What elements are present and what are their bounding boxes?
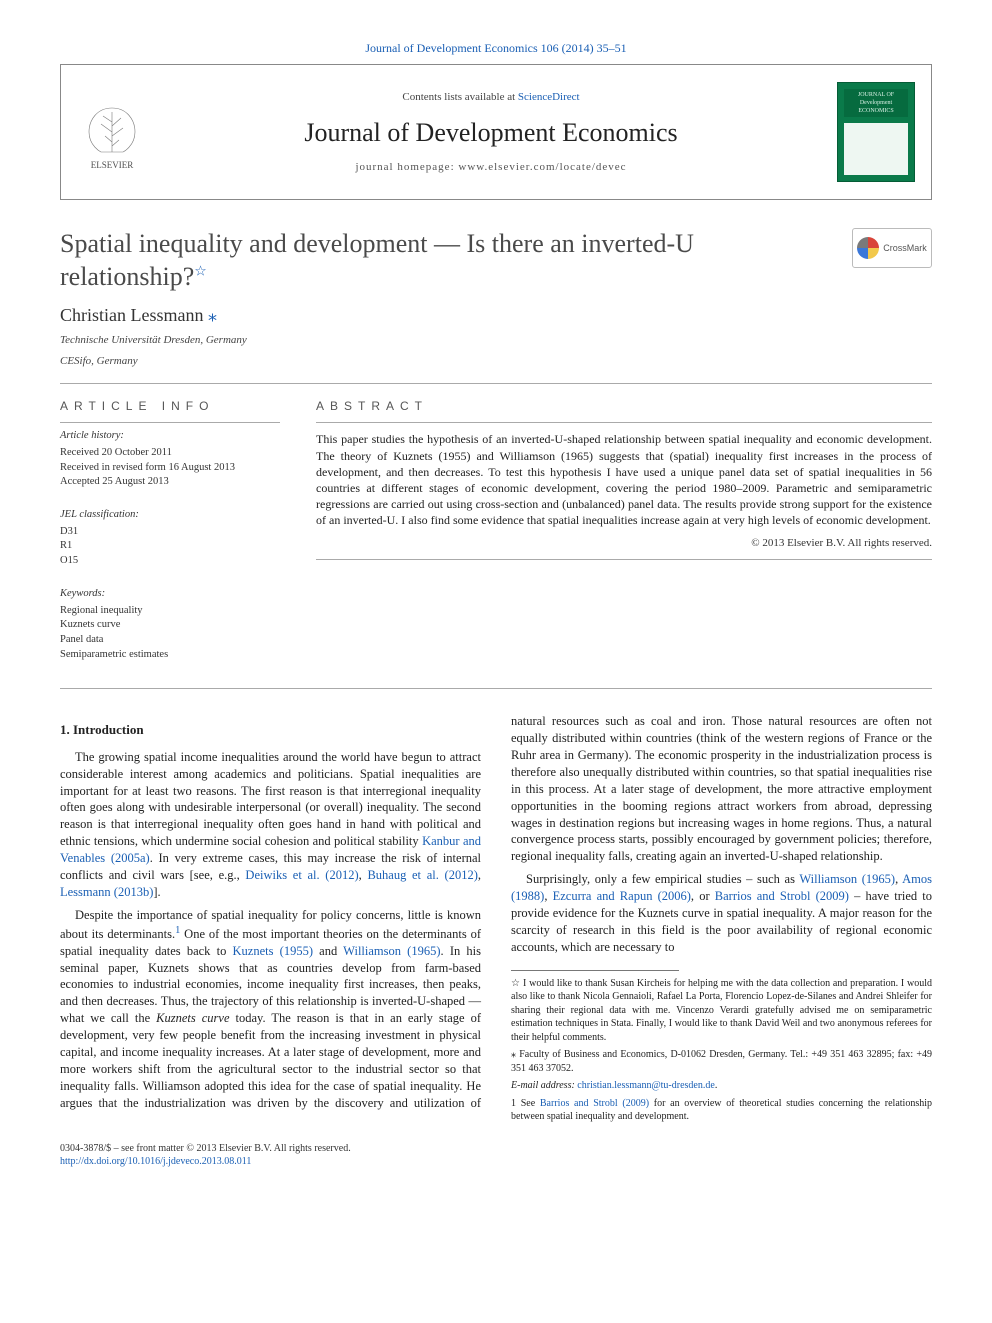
footnote-text: ☆ I would like to thank Susan Kircheis f…	[511, 978, 932, 1043]
svg-text:ELSEVIER: ELSEVIER	[91, 160, 134, 170]
issn-line: 0304-3878/$ – see front matter © 2013 El…	[60, 1142, 932, 1156]
keyword: Kuznets curve	[60, 618, 280, 633]
cover-title: JOURNAL OF Development ECONOMICS	[844, 89, 908, 117]
keywords-block: Keywords: Regional inequality Kuznets cu…	[60, 581, 280, 662]
homepage-url[interactable]: www.elsevier.com/locate/devec	[458, 161, 626, 173]
footnote-corresponding: ⁎ Faculty of Business and Economics, D-0…	[511, 1048, 932, 1075]
citation-link[interactable]: Kuznets (1955)	[233, 944, 313, 958]
article-info-head: ARTICLE INFO	[60, 398, 280, 414]
body-columns: 1. Introduction The growing spatial inco…	[60, 713, 932, 1123]
footnote-star: ☆ I would like to thank Susan Kircheis f…	[511, 977, 932, 1045]
sciencedirect-link[interactable]: ScienceDirect	[518, 91, 580, 103]
footnote-email: E-mail address: christian.lessmann@tu-dr…	[511, 1079, 932, 1093]
history-head: Article history:	[60, 429, 280, 444]
history-received: Received 20 October 2011	[60, 446, 280, 461]
body-text: ,	[544, 889, 552, 903]
email-label: E-mail address:	[511, 1080, 577, 1091]
section-1-heading: 1. Introduction	[60, 721, 481, 739]
crossmark-label: CrossMark	[883, 242, 927, 254]
keyword: Regional inequality	[60, 604, 280, 619]
keywords-head: Keywords:	[60, 587, 280, 602]
body-text: and	[313, 944, 343, 958]
jel-block: JEL classification: D31 R1 O15	[60, 502, 280, 569]
article-history: Article history: Received 20 October 201…	[60, 422, 280, 490]
jel-head: JEL classification:	[60, 508, 280, 523]
body-text: , or	[691, 889, 715, 903]
keyword: Panel data	[60, 633, 280, 648]
citation-link[interactable]: Barrios and Strobl (2009)	[540, 1098, 649, 1109]
crossmark-badge[interactable]: CrossMark	[852, 228, 932, 268]
jel-code: O15	[60, 554, 280, 569]
abstract-head: ABSTRACT	[316, 398, 932, 414]
footnote-1: 1 See Barrios and Strobl (2009) for an o…	[511, 1097, 932, 1124]
journal-masthead: ELSEVIER ELSEVIER Contents lists availab…	[60, 64, 932, 200]
citation-link[interactable]: Deiwiks et al. (2012)	[245, 868, 358, 882]
body-text: Surprisingly, only a few empirical studi…	[526, 872, 799, 886]
rule-mid	[60, 688, 932, 689]
email-link[interactable]: christian.lessmann@tu-dresden.de	[577, 1080, 715, 1091]
body-paragraph: Surprisingly, only a few empirical studi…	[511, 871, 932, 955]
abstract-copyright: © 2013 Elsevier B.V. All rights reserved…	[316, 536, 932, 551]
paper-title: Spatial inequality and development — Is …	[60, 228, 832, 293]
crossmark-icon	[857, 237, 879, 259]
citation-link[interactable]: Ezcurra and Rapun (2006)	[553, 889, 691, 903]
abstract-rule	[316, 422, 932, 423]
body-text: ].	[153, 885, 160, 899]
body-em: Kuznets curve	[156, 1011, 229, 1025]
keyword: Semiparametric estimates	[60, 648, 280, 663]
contents-line: Contents lists available at ScienceDirec…	[157, 90, 825, 105]
jel-code: R1	[60, 539, 280, 554]
doi-link[interactable]: http://dx.doi.org/10.1016/j.jdeveco.2013…	[60, 1155, 932, 1169]
bottom-meta: 0304-3878/$ – see front matter © 2013 El…	[60, 1142, 932, 1169]
footnote-text: 1 See	[511, 1098, 540, 1109]
body-paragraph: The growing spatial income inequalities …	[60, 749, 481, 901]
contents-prefix: Contents lists available at	[402, 91, 517, 103]
citation-link[interactable]: Williamson (1965)	[343, 944, 440, 958]
author-text: Christian Lessmann	[60, 305, 203, 325]
paper-title-text: Spatial inequality and development — Is …	[60, 229, 694, 291]
title-footnote-star-icon[interactable]: ☆	[194, 264, 207, 279]
elsevier-tree-icon: ELSEVIER ELSEVIER	[77, 102, 147, 172]
abstract-text: This paper studies the hypothesis of an …	[316, 431, 932, 528]
journal-homepage: journal homepage: www.elsevier.com/locat…	[157, 160, 825, 175]
citation-link[interactable]: Barrios and Strobl (2009)	[715, 889, 849, 903]
citation-link[interactable]: Buhaug et al. (2012)	[367, 868, 477, 882]
journal-cover-thumb: JOURNAL OF Development ECONOMICS	[837, 82, 915, 182]
affiliation-1: Technische Universität Dresden, Germany	[60, 333, 932, 348]
abstract-rule-bottom	[316, 559, 932, 560]
citation-link[interactable]: Lessmann (2013b)	[60, 885, 153, 899]
author-name: Christian Lessmann ⁎	[60, 303, 932, 327]
citation-link[interactable]: Williamson (1965)	[799, 872, 895, 886]
jel-code: D31	[60, 525, 280, 540]
body-text: ,	[478, 868, 481, 882]
elsevier-logo: ELSEVIER ELSEVIER	[77, 92, 157, 172]
corresponding-mark-icon[interactable]: ⁎	[208, 305, 217, 325]
journal-issue-link[interactable]: Journal of Development Economics 106 (20…	[60, 40, 932, 56]
rule-top	[60, 383, 932, 384]
history-revised: Received in revised form 16 August 2013	[60, 461, 280, 476]
footnote-separator	[511, 970, 679, 971]
affiliation-2: CESifo, Germany	[60, 354, 932, 369]
homepage-label: journal homepage:	[355, 161, 458, 173]
body-text: The growing spatial income inequalities …	[60, 750, 481, 848]
history-accepted: Accepted 25 August 2013	[60, 475, 280, 490]
journal-name: Journal of Development Economics	[157, 115, 825, 150]
footnote-text: ⁎ Faculty of Business and Economics, D-0…	[511, 1049, 932, 1074]
